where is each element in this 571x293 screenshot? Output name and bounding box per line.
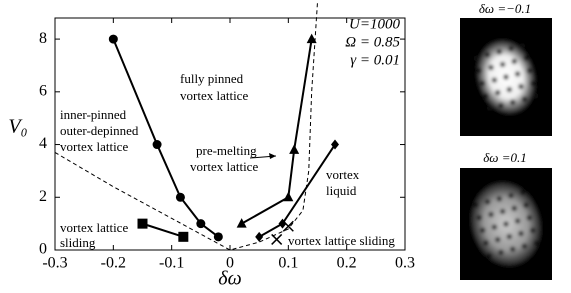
lattice-dot — [497, 49, 502, 54]
lattice-dot — [523, 56, 528, 61]
x-tick-label: 0.3 — [395, 255, 415, 272]
lattice-dot — [508, 193, 513, 198]
lattice-dot — [512, 59, 517, 64]
annotation: vortex lattice — [60, 139, 128, 154]
lattice-dot — [512, 206, 517, 211]
lattice-dot — [530, 81, 535, 86]
marker — [214, 232, 223, 241]
lattice-dot — [527, 68, 532, 73]
lattice-dot — [503, 74, 508, 79]
lattice-dot — [484, 240, 489, 245]
lattice-dot — [533, 240, 538, 245]
figure: δω V₀ fully pinned vortex lattice inner-… — [0, 0, 571, 293]
lattice-dot — [477, 215, 482, 220]
y-tick-label: 2 — [39, 188, 47, 205]
image-panel — [460, 18, 552, 136]
y-tick-label: 8 — [39, 30, 47, 47]
annotation: outer-depinned — [60, 123, 139, 138]
lattice-dot — [492, 77, 497, 82]
annotation: pre-melting — [196, 143, 257, 158]
annotation: inner-pinned — [60, 107, 127, 122]
annotation: vortex lattice sliding — [288, 233, 395, 248]
lattice-dot — [495, 237, 500, 242]
lattice-dot — [508, 46, 513, 51]
lattice-dot — [474, 202, 479, 207]
annotation: vortex lattice — [180, 88, 248, 103]
annotation: vortex lattice — [60, 220, 128, 235]
lattice-dot — [498, 250, 503, 255]
marker — [178, 232, 188, 242]
lattice-dot — [533, 93, 538, 98]
lattice-dot — [522, 243, 527, 248]
arrow-head — [269, 153, 276, 159]
x-tick-label: -0.1 — [159, 255, 184, 272]
lattice-dot — [488, 65, 493, 70]
annotation: liquid — [326, 183, 357, 198]
lattice-dot — [523, 203, 528, 208]
lattice-dot — [510, 100, 515, 105]
panel-title: δω =0.1 — [483, 150, 527, 165]
y-tick-label: 4 — [39, 135, 47, 152]
lattice-dot — [500, 209, 505, 214]
lattice-dot — [497, 196, 502, 201]
lattice-dot — [522, 96, 527, 101]
panel-title: δω =−0.1 — [479, 1, 531, 16]
annotation: fully pinned — [180, 71, 244, 86]
lattice-dot — [474, 55, 479, 60]
x-tick-label: 0 — [226, 255, 234, 272]
lattice-dot — [530, 228, 535, 233]
image-panel — [460, 168, 552, 280]
lattice-dot — [488, 212, 493, 217]
lattice-dot — [518, 231, 523, 236]
parameter: γ = 0.01 — [350, 52, 400, 68]
parameter: Ω = 0.85 — [345, 34, 400, 50]
x-tick-label: 0.1 — [278, 255, 298, 272]
marker — [109, 35, 118, 44]
lattice-dot — [500, 62, 505, 67]
marker — [237, 218, 247, 228]
marker — [283, 192, 293, 202]
lattice-dot — [498, 103, 503, 108]
y-tick-label: 0 — [39, 241, 47, 258]
y-axis-label: V₀ — [8, 116, 27, 138]
lattice-dot — [518, 84, 523, 89]
marker — [138, 219, 148, 229]
lattice-dot — [487, 253, 492, 258]
lattice-dot — [477, 68, 482, 73]
lattice-dot — [492, 224, 497, 229]
lattice-dot — [485, 199, 490, 204]
x-tick-label: -0.2 — [101, 255, 126, 272]
lattice-dot — [520, 43, 525, 48]
marker — [196, 219, 205, 228]
lattice-dot — [484, 93, 489, 98]
x-tick-label: 0.2 — [337, 255, 357, 272]
parameter: U=1000 — [349, 16, 400, 32]
lattice-dot — [515, 218, 520, 223]
annotation: sliding — [60, 235, 96, 250]
marker — [153, 140, 162, 149]
annotation: vortex lattice — [190, 159, 258, 174]
lattice-dot — [480, 228, 485, 233]
lattice-dot — [527, 215, 532, 220]
lattice-dot — [503, 221, 508, 226]
marker — [283, 221, 293, 231]
y-tick-label: 6 — [39, 82, 47, 99]
annotation: vortex — [326, 167, 360, 182]
lattice-dot — [487, 106, 492, 111]
lattice-dot — [495, 90, 500, 95]
lattice-dot — [510, 247, 515, 252]
lattice-dot — [520, 190, 525, 195]
lattice-dot — [515, 71, 520, 76]
lattice-dot — [485, 52, 490, 57]
lattice-dot — [480, 81, 485, 86]
series-line — [143, 224, 184, 237]
lattice-dot — [507, 234, 512, 239]
marker — [176, 193, 185, 202]
marker — [289, 144, 299, 154]
lattice-dot — [507, 87, 512, 92]
